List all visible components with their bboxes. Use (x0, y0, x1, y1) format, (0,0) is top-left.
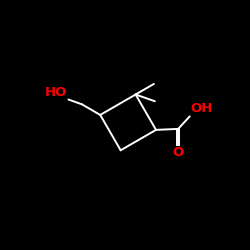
Text: HO: HO (45, 86, 68, 98)
Text: OH: OH (191, 102, 213, 116)
Text: O: O (172, 146, 184, 159)
